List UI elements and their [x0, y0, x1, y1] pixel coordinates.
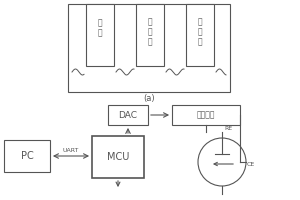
Text: DAC: DAC [118, 110, 137, 119]
Text: 电
极: 电 极 [98, 18, 102, 37]
Bar [136, 4, 164, 66]
Bar [86, 4, 114, 66]
Text: PC: PC [21, 151, 33, 161]
Text: (a): (a) [143, 95, 155, 104]
Bar [172, 105, 240, 125]
Bar [68, 4, 230, 92]
Bar [186, 4, 214, 66]
Text: 比
电
极: 比 电 极 [198, 18, 202, 46]
Text: 恒电位仪: 恒电位仪 [197, 110, 215, 119]
Text: 作
电
极: 作 电 极 [148, 18, 152, 46]
Text: UART: UART [63, 148, 79, 153]
Bar [108, 105, 148, 125]
Text: MCU: MCU [107, 152, 129, 162]
Text: RE: RE [224, 126, 232, 131]
Bar [92, 136, 144, 178]
Bar [4, 140, 50, 172]
Text: CE: CE [247, 162, 255, 166]
